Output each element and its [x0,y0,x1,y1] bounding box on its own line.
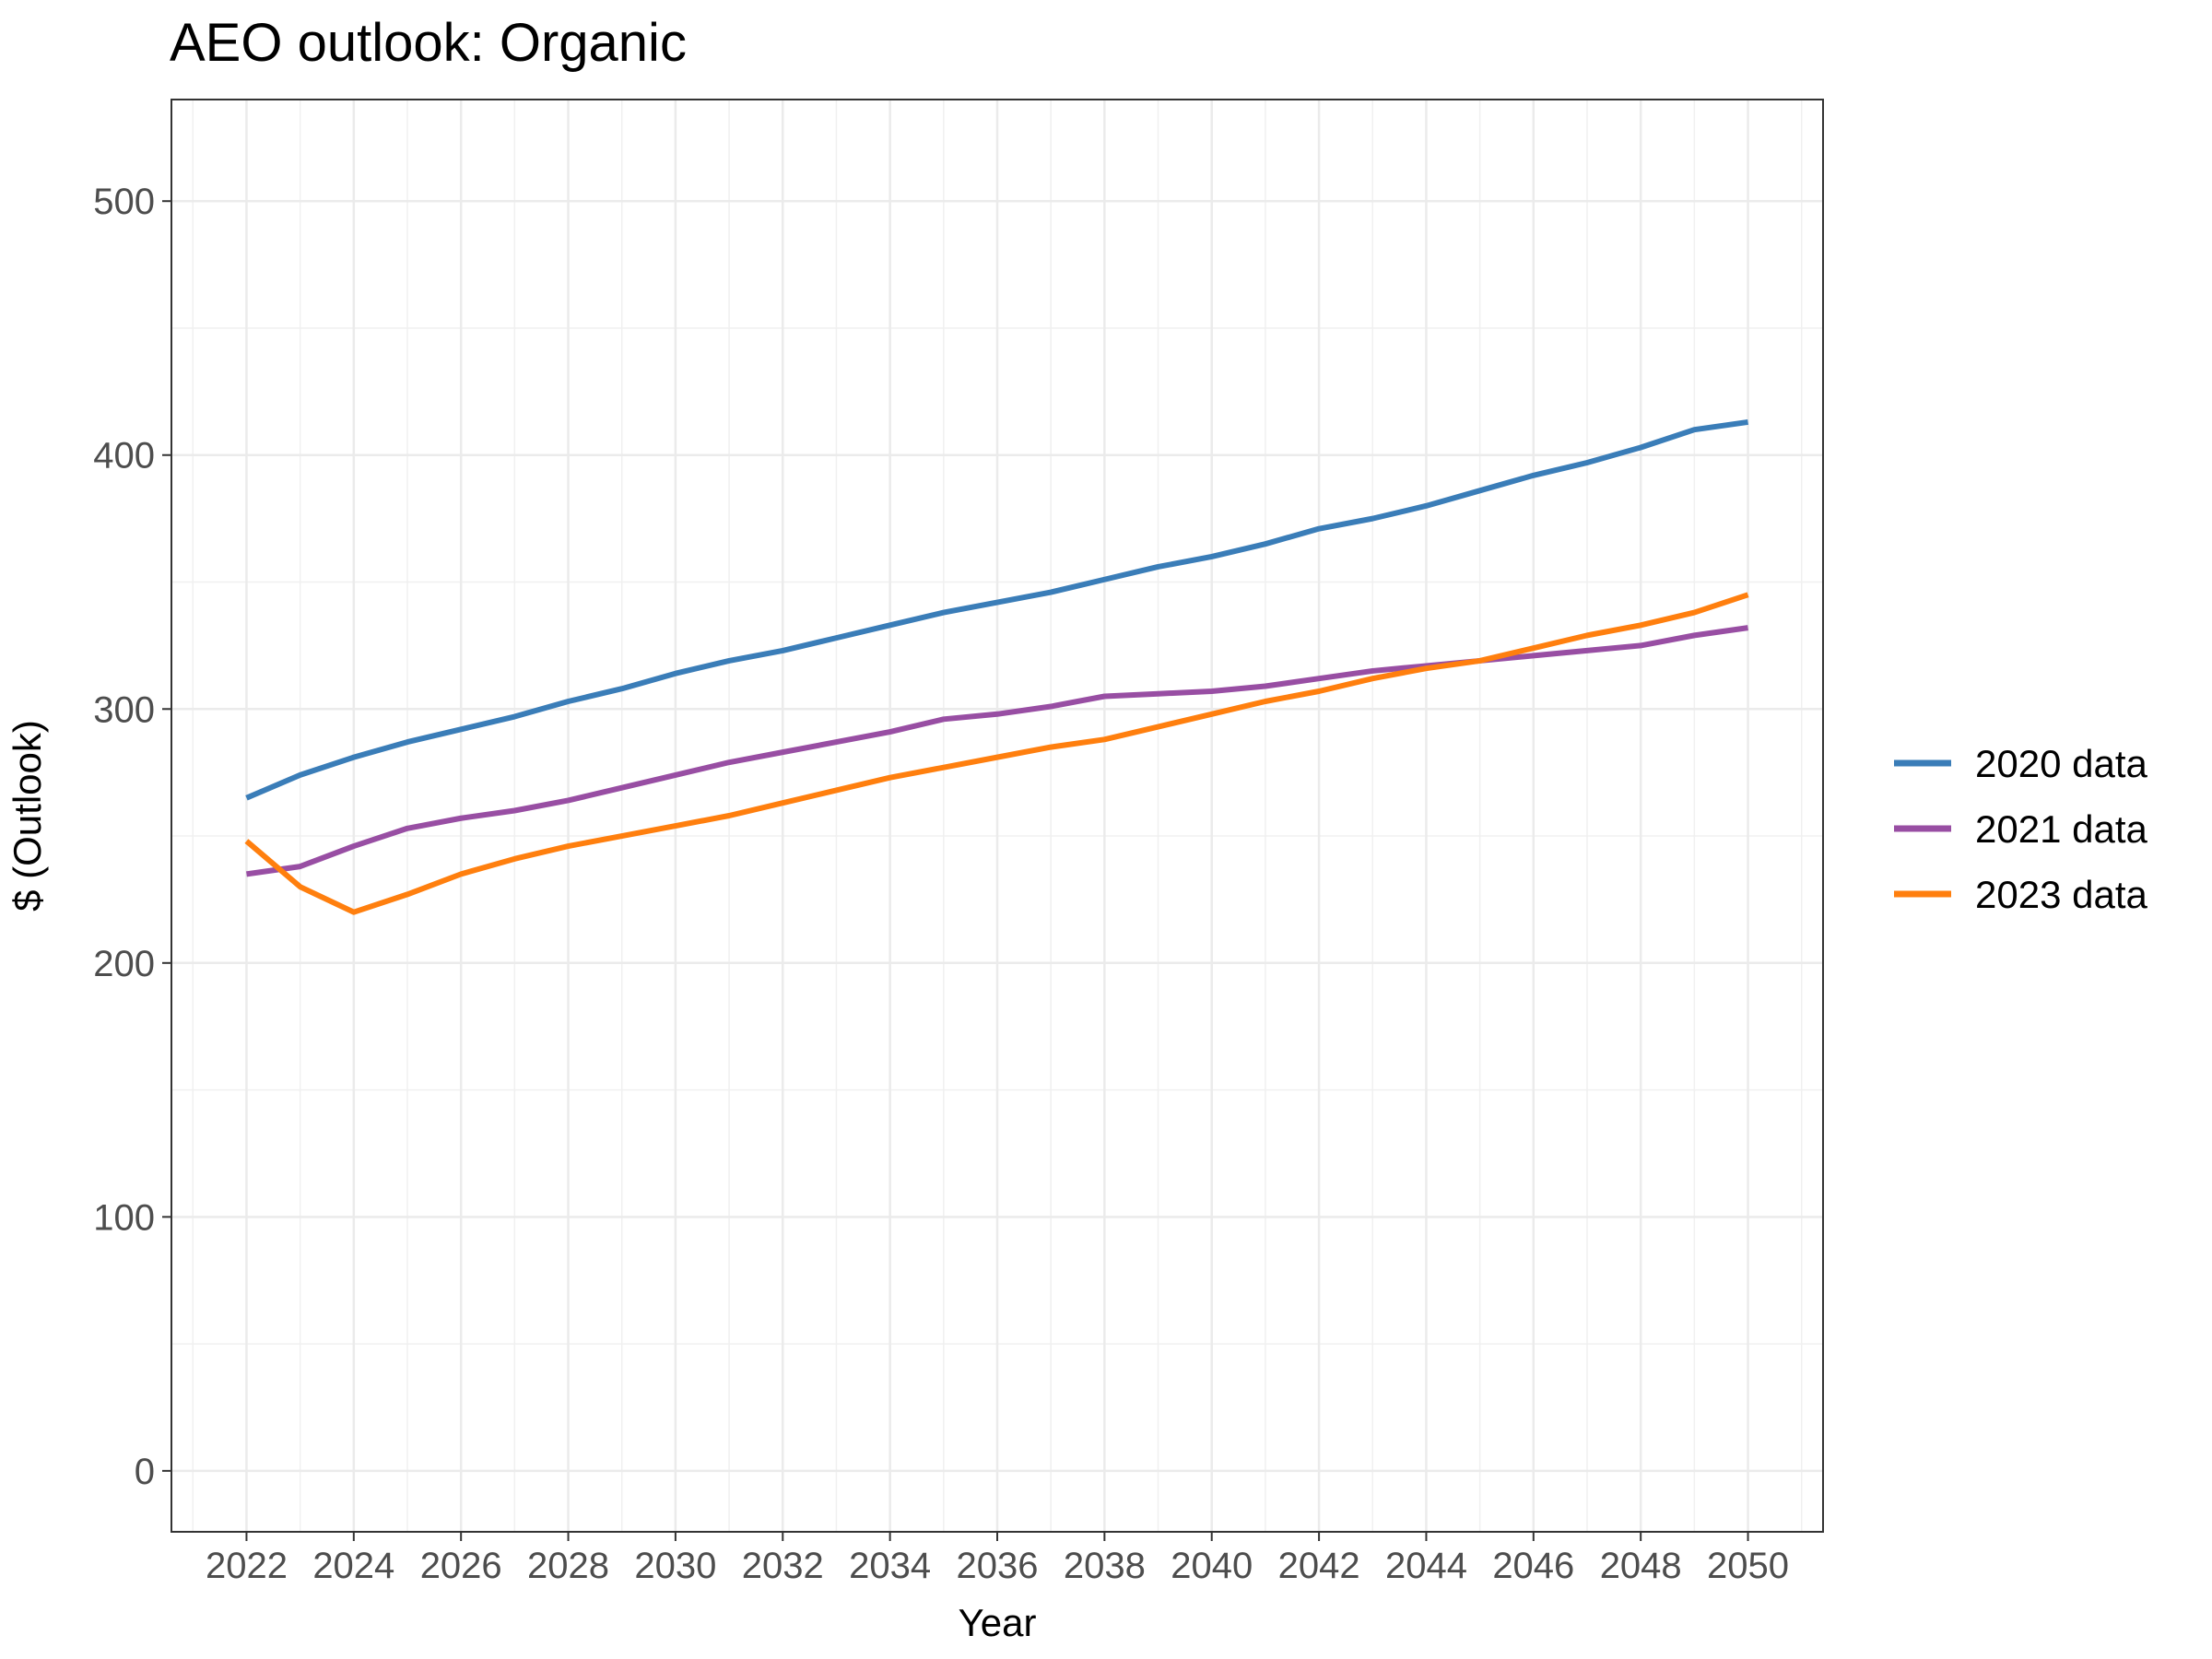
y-tick-label: 200 [93,944,155,984]
legend-label-1: 2020 data [1975,742,2147,785]
major-gridlines [171,100,1823,1532]
series-line-1 [245,418,1748,801]
y-axis-title: $ (Outlook) [6,720,49,912]
minor-gridlines [171,100,1823,1532]
x-tick-label: 2048 [1600,1546,1682,1586]
legend-label-3: 2023 data [1975,873,2147,916]
x-tick-label: 2046 [1492,1546,1574,1586]
x-tick-label: 2034 [849,1546,931,1586]
series-lines [244,418,1749,915]
x-tick-label: 2036 [957,1546,1039,1586]
y-tick-label: 500 [93,182,155,222]
x-tick-label: 2044 [1385,1546,1467,1586]
y-tick-label: 400 [93,436,155,477]
chart-title: AEO outlook: Organic [170,13,687,73]
x-tick-label: 2050 [1707,1546,1789,1586]
x-tick-label: 2024 [312,1546,394,1586]
x-tick-label: 2028 [527,1546,609,1586]
x-axis: 2022 2024 2026 2028 2030 2032 2034 2036 2038 2040… [206,1532,1789,1586]
y-tick-label: 100 [93,1197,155,1238]
x-tick-label: 2026 [420,1546,502,1586]
x-axis-title: Year [959,1601,1037,1644]
y-tick-label: 0 [135,1452,155,1492]
x-tick-label: 2042 [1278,1546,1360,1586]
y-tick-label: 300 [93,689,155,730]
legend: 2020 data 2021 data 2023 data [1894,742,2147,916]
x-tick-label: 2022 [206,1546,288,1586]
x-tick-label: 2030 [634,1546,716,1586]
x-tick-label: 2032 [742,1546,824,1586]
series-line-3 [244,592,1749,915]
x-tick-label: 2038 [1064,1546,1146,1586]
x-tick-label: 2040 [1171,1546,1253,1586]
legend-label-2: 2021 data [1975,807,2147,851]
y-axis: 0 100 200 300 400 500 [93,182,171,1492]
